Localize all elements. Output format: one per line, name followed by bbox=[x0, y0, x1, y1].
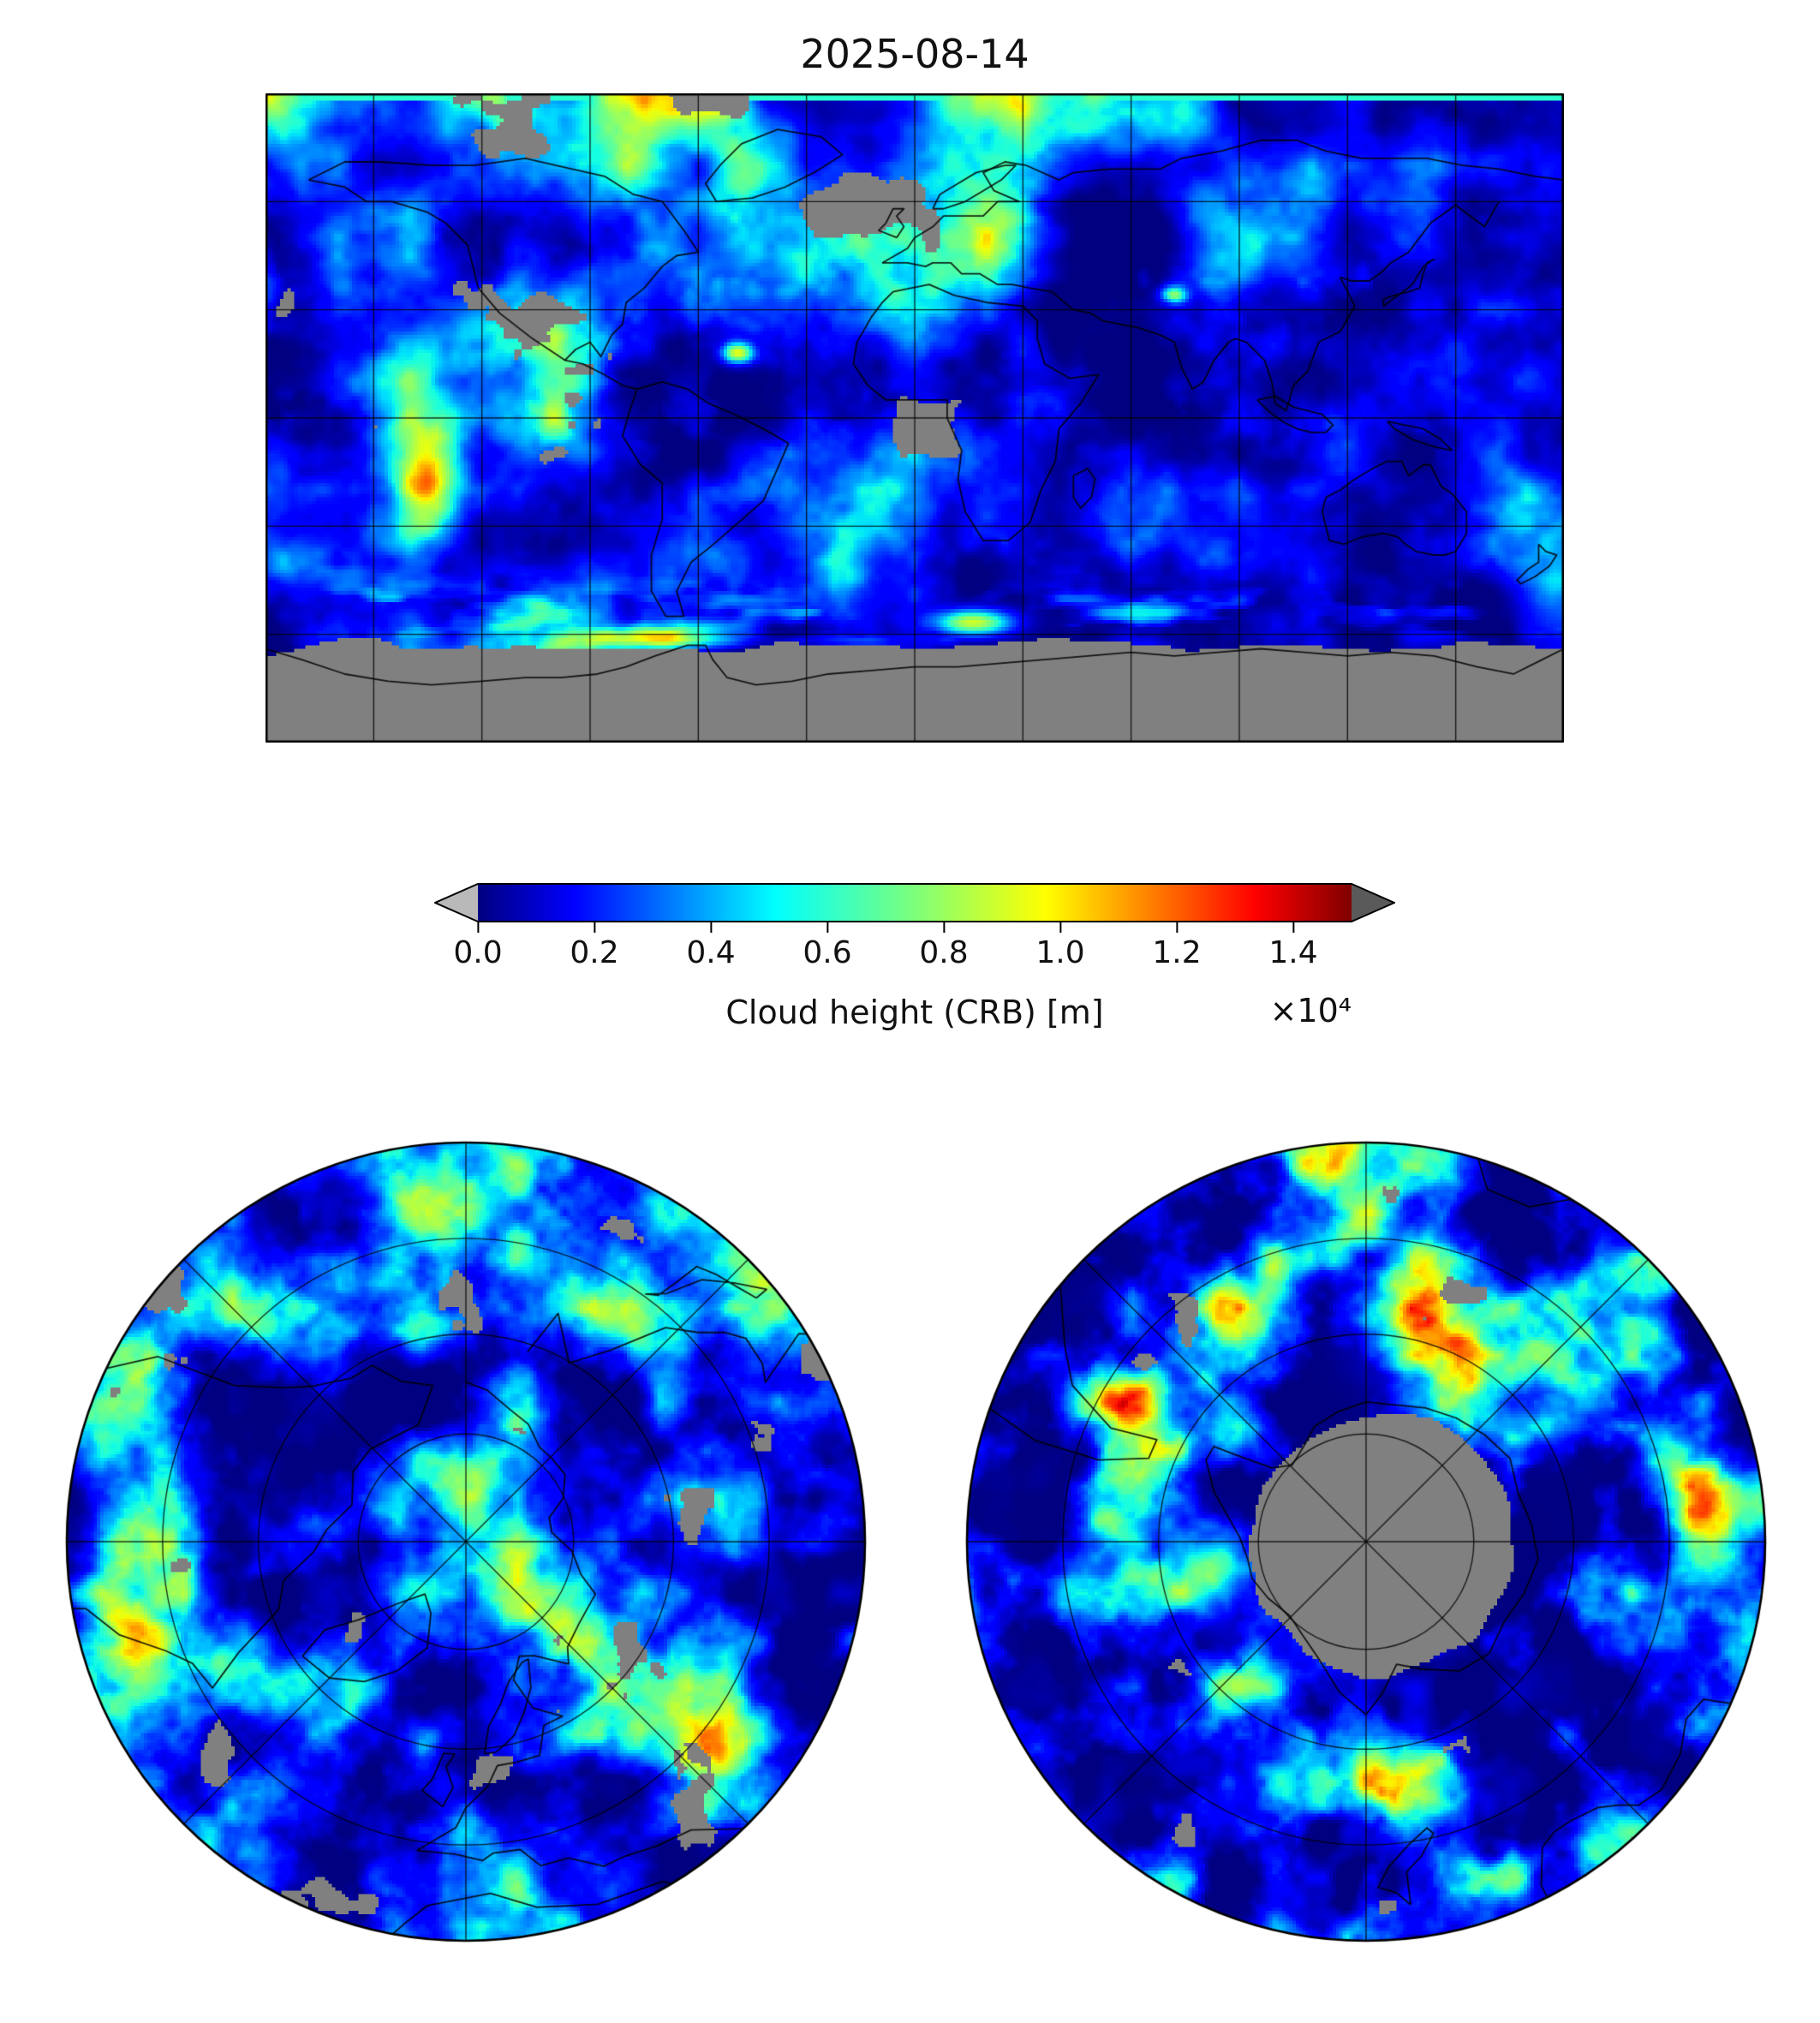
colorbar-tick: 1.2 bbox=[1152, 922, 1202, 970]
colorbar-outline bbox=[433, 883, 1397, 922]
global-map-overlay-canvas bbox=[266, 93, 1564, 743]
tick-label: 0.6 bbox=[803, 935, 852, 970]
colorbar-tick: 0.8 bbox=[919, 922, 969, 970]
tick-mark bbox=[942, 922, 945, 933]
tick-label: 0.4 bbox=[686, 935, 736, 970]
colorbar-tick: 0.4 bbox=[686, 922, 736, 970]
global-map-panel bbox=[266, 93, 1564, 743]
north-polar-panel bbox=[63, 1139, 868, 1944]
colorbar-over-arrow bbox=[1352, 884, 1394, 922]
tick-mark bbox=[709, 922, 712, 933]
colorbar-under-arrow bbox=[435, 884, 478, 922]
colorbar-offset-text: ×10⁴ bbox=[1269, 992, 1352, 1029]
tick-mark bbox=[1059, 922, 1061, 933]
colorbar-tick: 0.0 bbox=[453, 922, 503, 970]
south-polar-panel bbox=[964, 1139, 1769, 1944]
colorbar bbox=[433, 883, 1397, 922]
colorbar-tick: 1.4 bbox=[1268, 922, 1318, 970]
colorbar-ticks: 0.0 0.2 0.4 0.6 0.8 1.0 1.2 1.4 bbox=[453, 922, 1352, 982]
tick-mark bbox=[476, 922, 479, 933]
north-polar-overlay-canvas bbox=[63, 1139, 868, 1944]
tick-mark bbox=[1175, 922, 1178, 933]
tick-mark bbox=[826, 922, 828, 933]
tick-mark bbox=[1292, 922, 1294, 933]
colorbar-tick: 0.6 bbox=[803, 922, 852, 970]
figure-title: 2025-08-14 bbox=[800, 31, 1029, 77]
tick-label: 0.0 bbox=[453, 935, 503, 970]
tick-label: 0.2 bbox=[570, 935, 619, 970]
tick-label: 1.2 bbox=[1152, 935, 1202, 970]
tick-mark bbox=[593, 922, 595, 933]
colorbar-tick: 1.0 bbox=[1035, 922, 1085, 970]
colorbar-label: Cloud height (CRB) [m] bbox=[725, 994, 1104, 1031]
colorbar-gradient-rect bbox=[478, 884, 1352, 922]
colorbar-svg bbox=[433, 883, 1397, 922]
colorbar-tick: 0.2 bbox=[570, 922, 619, 970]
tick-label: 1.4 bbox=[1268, 935, 1318, 970]
tick-label: 0.8 bbox=[919, 935, 969, 970]
tick-label: 1.0 bbox=[1035, 935, 1085, 970]
south-polar-overlay-canvas bbox=[964, 1139, 1769, 1944]
